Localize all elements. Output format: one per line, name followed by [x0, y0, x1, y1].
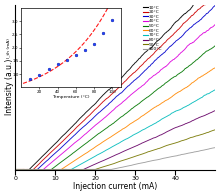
- Legend: 10°C, 20°C, 30°C, 40°C, 50°C, 60°C, 70°C, 80°C, 90°C, 100°C: 10°C, 20°C, 30°C, 40°C, 50°C, 60°C, 70°C…: [143, 5, 162, 51]
- Y-axis label: Intensity (a.u.): Intensity (a.u.): [5, 59, 14, 115]
- X-axis label: Injection current (mA): Injection current (mA): [73, 182, 157, 191]
